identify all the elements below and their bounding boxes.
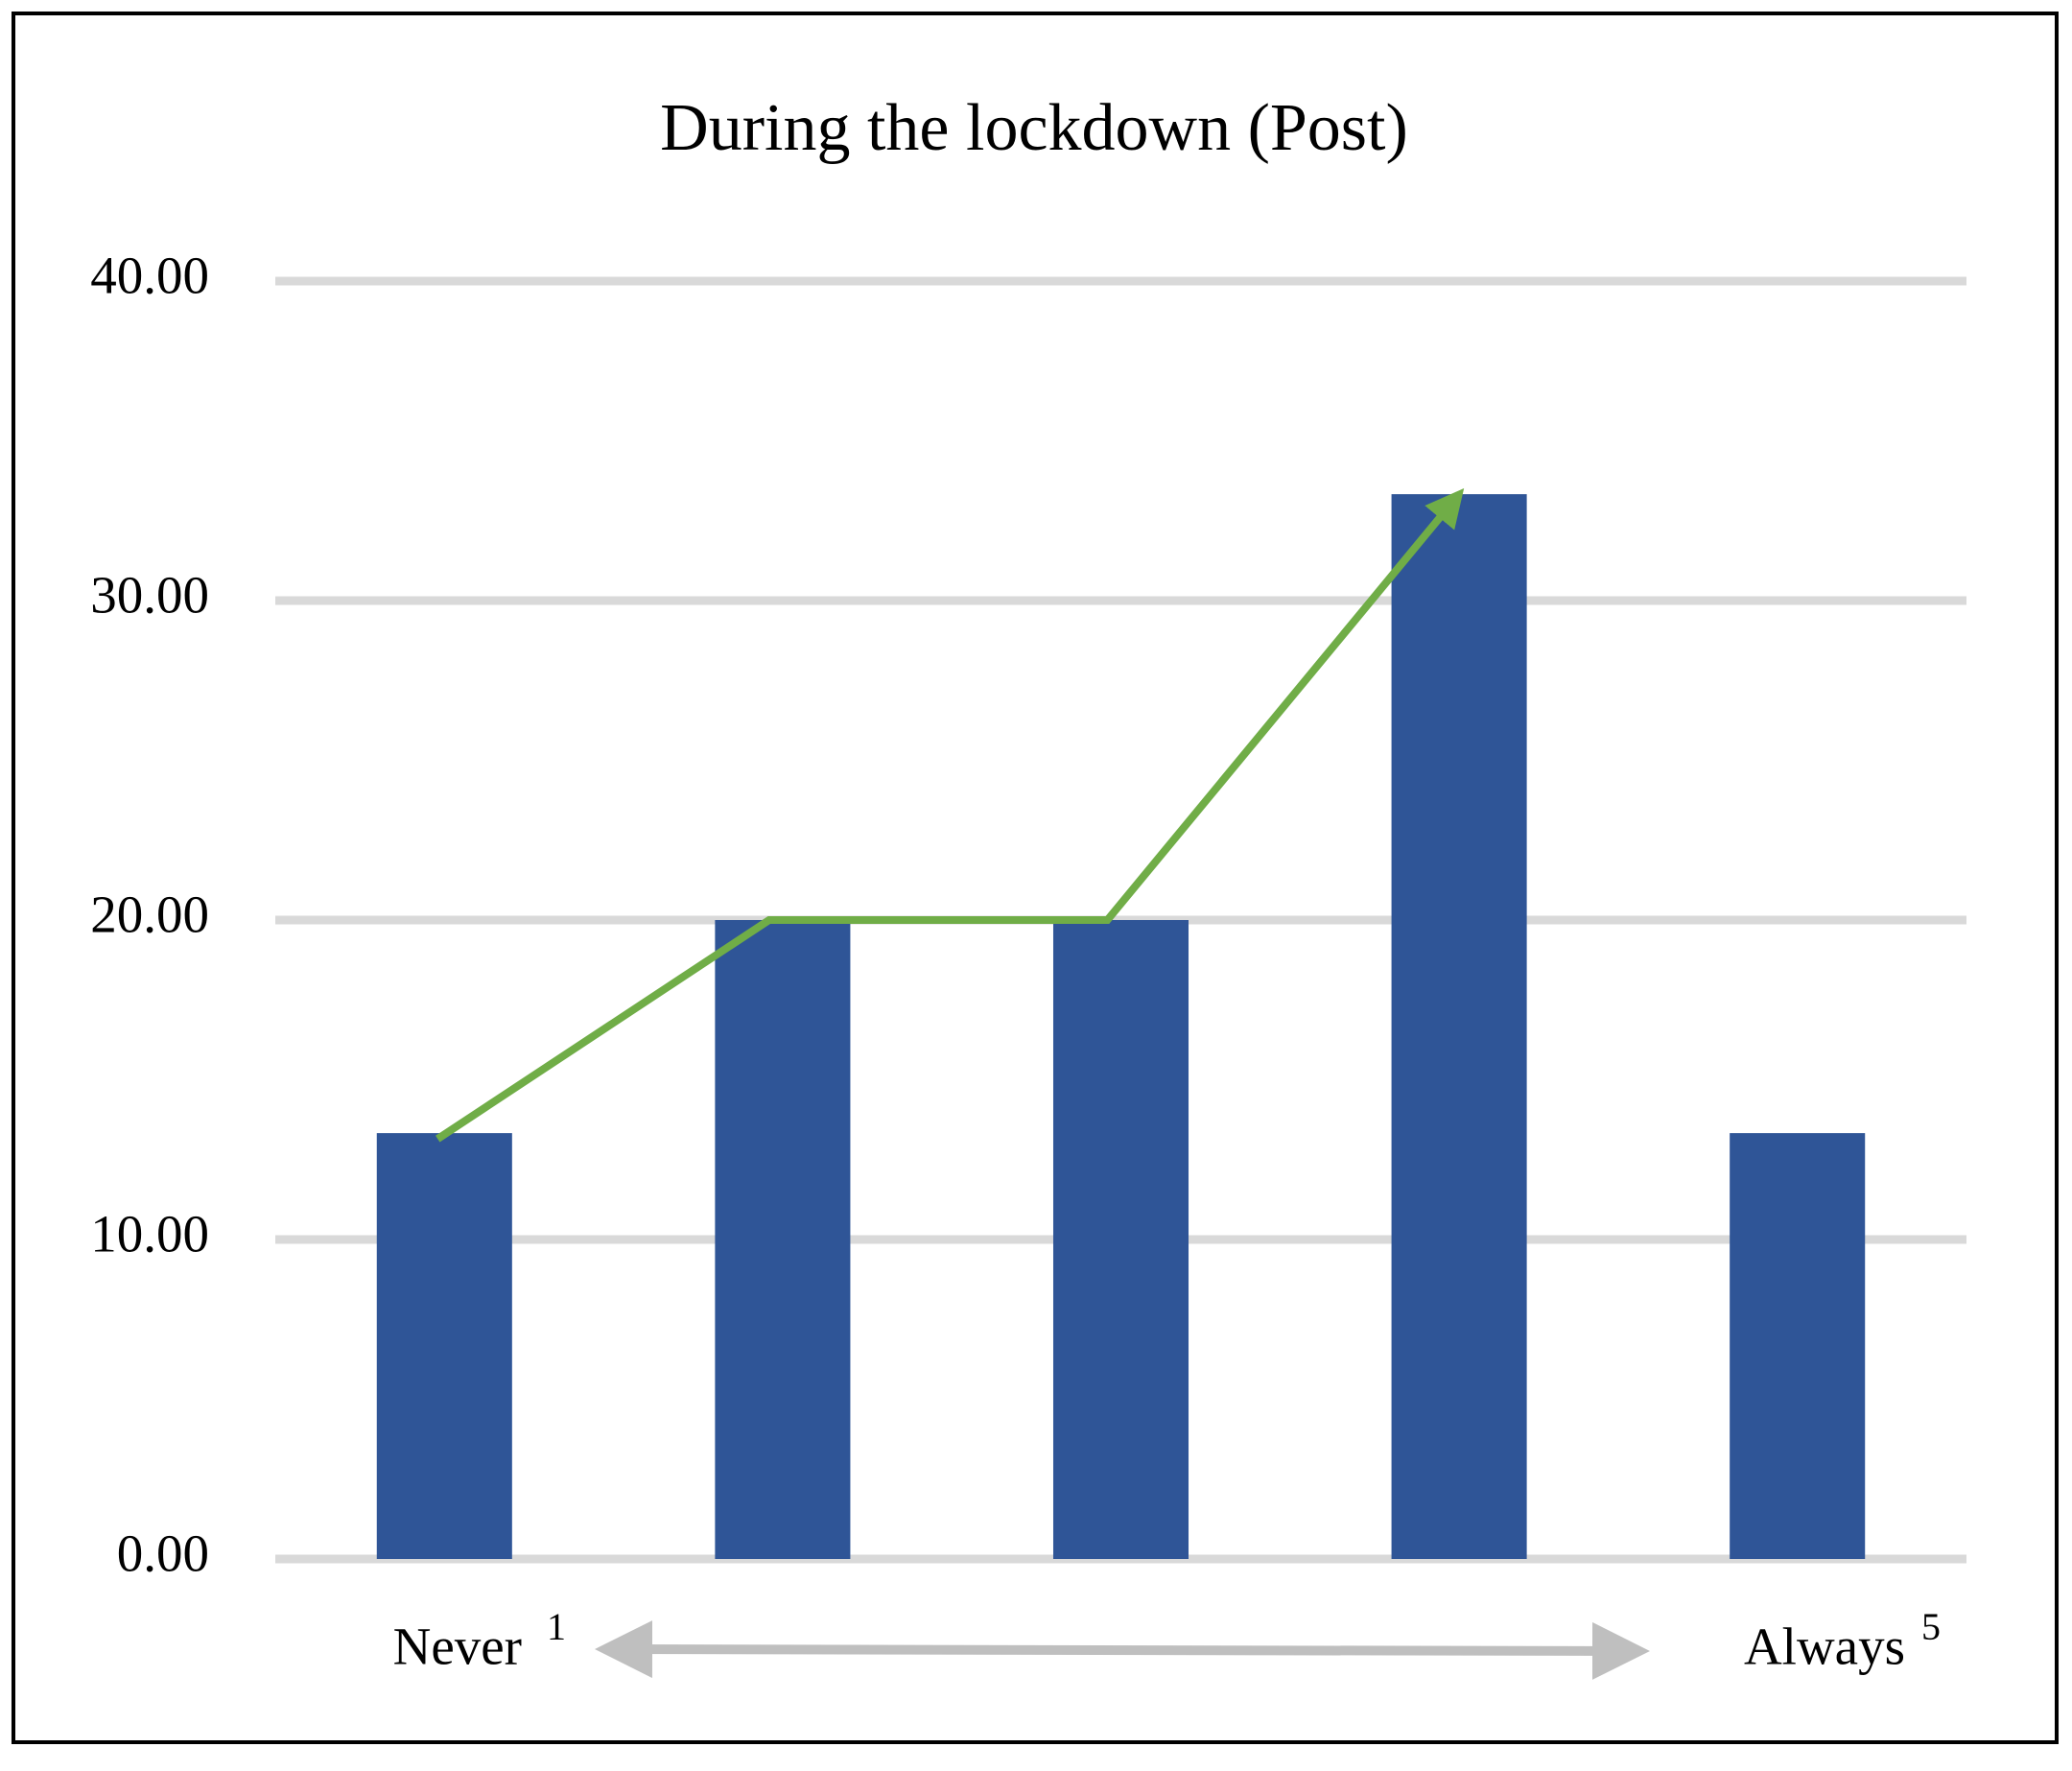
scale-end-label: Always xyxy=(1744,1618,1905,1676)
scale-arrow xyxy=(595,1620,1650,1680)
x-tick-label: 1 xyxy=(547,1605,566,1648)
chart-title: During the lockdown (Post) xyxy=(660,91,1408,165)
y-tick-label: 30.00 xyxy=(90,566,209,625)
bar xyxy=(1391,494,1527,1559)
bar xyxy=(715,920,851,1559)
y-tick-label: 0.00 xyxy=(117,1524,209,1583)
scale-end-label: Never xyxy=(393,1618,522,1676)
frame xyxy=(12,12,2059,1744)
x-tick-label: 5 xyxy=(1921,1605,1941,1648)
bar xyxy=(376,1133,512,1559)
y-tick-label: 20.00 xyxy=(90,886,209,944)
bar xyxy=(1052,920,1189,1559)
y-tick-label: 10.00 xyxy=(90,1205,209,1263)
bar xyxy=(1730,1133,1866,1559)
trend-arrow xyxy=(436,487,1465,1143)
y-tick-label: 40.00 xyxy=(90,247,209,305)
